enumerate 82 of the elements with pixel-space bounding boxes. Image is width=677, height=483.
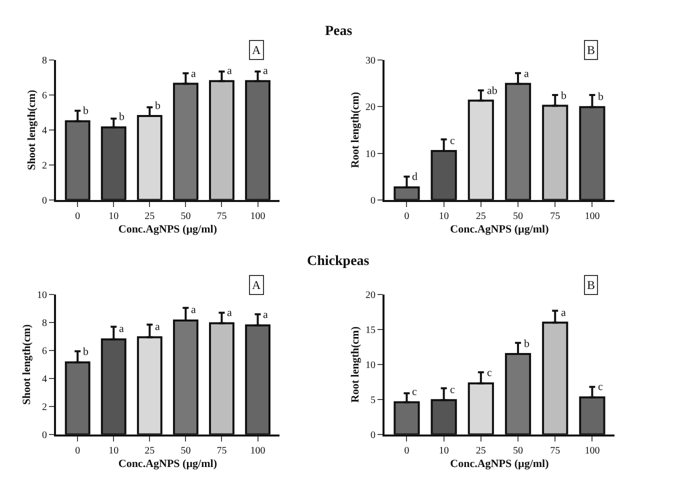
y-tick-label: 10 xyxy=(365,148,376,160)
data-label: a xyxy=(227,65,232,77)
data-label: b xyxy=(83,346,89,358)
x-tick-label: 10 xyxy=(438,210,449,222)
y-tick-label: 20 xyxy=(365,290,376,302)
x-tick-label: 0 xyxy=(404,445,410,456)
x-tick-label: 75 xyxy=(216,445,227,456)
y-tick-label: 15 xyxy=(365,325,376,336)
x-tick-label: 10 xyxy=(108,445,119,456)
y-tick-label: 2 xyxy=(42,402,47,413)
x-tick-label: 0 xyxy=(75,445,80,456)
y-axis-title: Shoot length(cm) xyxy=(26,89,38,170)
y-tick-label: 20 xyxy=(365,102,376,114)
x-tick-label: 50 xyxy=(513,445,524,456)
y-tick-label: 8 xyxy=(42,56,47,67)
x-axis-title: Conc.AgNPS (µg/ml) xyxy=(118,224,218,236)
y-tick-label: 2 xyxy=(42,160,47,172)
y-tick-label: 4 xyxy=(42,126,47,137)
data-label: a xyxy=(561,307,566,319)
data-label: ab xyxy=(487,85,498,97)
x-tick-label: 75 xyxy=(216,210,227,222)
y-tick-label: 0 xyxy=(42,430,47,441)
x-tick-label: 25 xyxy=(144,445,155,456)
data-label: d xyxy=(412,171,418,183)
y-tick-label: 10 xyxy=(365,360,376,372)
data-label: b xyxy=(83,105,89,117)
x-axis-title: Conc.AgNPS (µg/ml) xyxy=(450,224,550,236)
data-label: b xyxy=(119,111,125,123)
y-tick-label: 0 xyxy=(42,195,47,206)
x-tick-label: 10 xyxy=(438,445,449,456)
x-tick-label: 100 xyxy=(584,445,600,456)
y-tick-label: 10 xyxy=(36,290,47,302)
x-tick-label: 25 xyxy=(144,210,155,222)
data-label: c xyxy=(487,367,492,379)
data-label: a xyxy=(191,304,196,316)
x-tick-label: 75 xyxy=(550,210,560,222)
text: Peas xyxy=(325,24,353,39)
data-label: b xyxy=(598,91,604,103)
text: B xyxy=(587,278,596,292)
y-tick-label: 30 xyxy=(365,56,376,67)
data-label: c xyxy=(412,386,417,398)
data-label: a xyxy=(227,307,232,319)
y-axis-title: Root length(cm) xyxy=(350,326,362,403)
y-axis-title: Shoot length(cm) xyxy=(21,324,34,405)
x-tick-label: 25 xyxy=(476,445,486,456)
y-tick-label: 5 xyxy=(370,394,376,406)
x-tick-label: 100 xyxy=(250,445,266,456)
text: B xyxy=(587,43,596,57)
x-tick-label: 10 xyxy=(108,210,119,222)
y-tick-label: 6 xyxy=(42,90,47,102)
data-label: b xyxy=(155,100,161,112)
y-axis-title: Root length(cm) xyxy=(350,92,362,168)
x-tick-label: 25 xyxy=(476,210,486,222)
y-tick-label: 6 xyxy=(42,346,47,358)
data-label: a xyxy=(263,65,268,77)
data-label: c xyxy=(450,135,455,147)
data-label: a xyxy=(263,309,268,321)
y-tick-label: 0 xyxy=(370,430,376,441)
x-tick-label: 100 xyxy=(250,210,266,222)
data-label: b xyxy=(524,338,530,350)
y-tick-label: 8 xyxy=(42,318,47,330)
x-tick-label: 50 xyxy=(180,210,191,222)
x-tick-label: 50 xyxy=(180,445,191,456)
data-label: a xyxy=(155,321,160,333)
data-label: a xyxy=(119,323,124,335)
text: A xyxy=(252,43,261,57)
y-tick-label: 4 xyxy=(42,374,47,386)
x-tick-label: 0 xyxy=(75,210,80,222)
x-tick-label: 100 xyxy=(584,210,600,222)
x-axis-title: Conc.AgNPS (µg/ml) xyxy=(450,458,550,470)
x-tick-label: 0 xyxy=(404,210,410,222)
y-tick-label: 0 xyxy=(370,195,376,206)
data-label: c xyxy=(598,381,603,393)
x-tick-label: 50 xyxy=(513,210,524,222)
text: A xyxy=(252,278,261,292)
x-axis-title: Conc.AgNPS (µg/ml) xyxy=(118,458,218,470)
x-tick-label: 75 xyxy=(550,445,560,456)
text: Chickpeas xyxy=(307,254,370,269)
data-label: a xyxy=(524,68,529,80)
data-label: b xyxy=(561,90,567,102)
data-label: c xyxy=(450,384,455,396)
data-label: a xyxy=(191,68,196,80)
